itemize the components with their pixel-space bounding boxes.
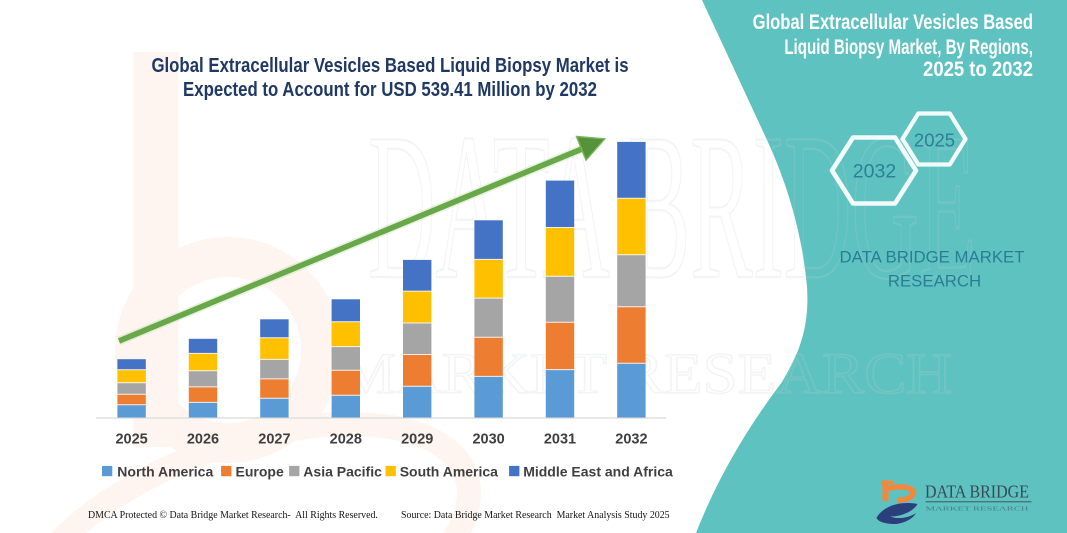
svg-text:Asia Pacific: Asia Pacific [303,463,382,479]
svg-text:Europe: Europe [236,463,284,479]
svg-text:DATA BRIDGE MARKET: DATA BRIDGE MARKET [840,248,1025,267]
svg-text:2028: 2028 [330,432,362,448]
svg-text:North America: North America [117,463,213,479]
svg-text:2025: 2025 [914,130,955,151]
svg-text:2030: 2030 [472,432,504,448]
svg-text:2032: 2032 [615,432,647,448]
svg-text:2031: 2031 [544,432,576,448]
svg-text:DATA BRIDGE: DATA BRIDGE [368,91,976,323]
svg-text:2029: 2029 [401,432,433,448]
svg-text:South America: South America [400,463,498,479]
svg-text:2027: 2027 [258,432,290,448]
svg-text:2025: 2025 [115,432,147,448]
svg-text:Middle East and Africa: Middle East and Africa [523,463,673,479]
svg-text:2032: 2032 [853,161,896,183]
svg-text:MARKET RESEARCH: MARKET RESEARCH [340,341,952,406]
svg-text:DATA BRIDGE: DATA BRIDGE [925,482,1029,502]
svg-text:RESEARCH: RESEARCH [888,272,981,291]
svg-text:2026: 2026 [187,432,219,448]
svg-text:MARKET RESEARCH: MARKET RESEARCH [926,506,1030,512]
